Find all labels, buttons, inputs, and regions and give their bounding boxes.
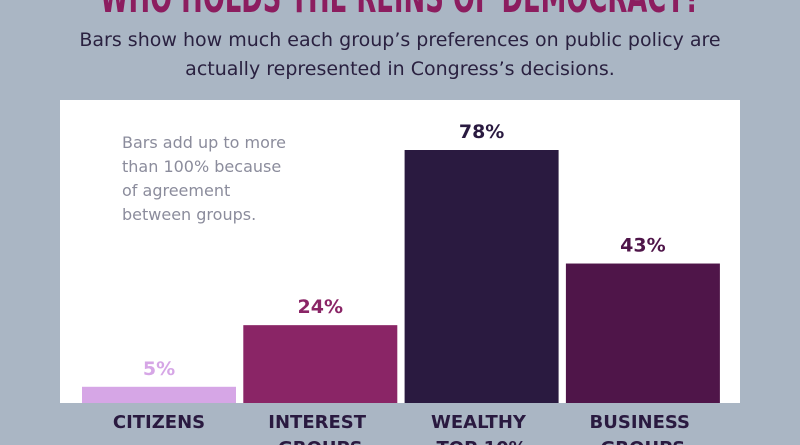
bar [243,325,398,403]
x-tick-label: WEALTHY TOP 10% [431,412,532,445]
x-tick-label: INTEREST GROUPS [268,412,372,445]
annotation: than 100% because [122,157,281,176]
x-tick-label: BUSINESS GROUPS [590,412,697,445]
value-label: 43% [620,235,665,257]
bar [565,263,720,403]
annotation: of agreement [122,181,230,200]
value-label: 5% [143,358,175,380]
chart-title: WHO HOLDS THE REINS OF DEMOCRACY? [100,0,700,23]
x-tick-label: CITIZENS [113,412,205,433]
bar [82,386,236,403]
subtitle: Bars show how much each group’s preferen… [79,29,720,51]
annotation: between groups. [122,205,256,224]
subtitle: actually represented in Congress’s decis… [185,58,615,80]
bar [404,150,559,403]
value-label: 24% [298,296,343,318]
value-label: 78% [459,121,504,143]
annotation: Bars add up to more [122,133,286,152]
